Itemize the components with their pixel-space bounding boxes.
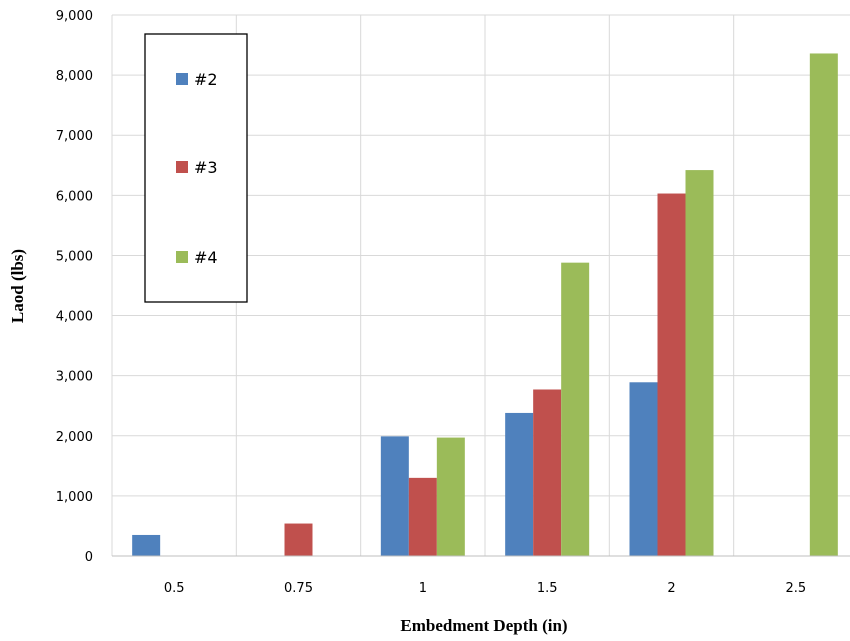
legend-box	[144, 33, 248, 303]
legend: #2 #3 #4	[144, 33, 248, 303]
y-tick-label: 8,000	[56, 69, 93, 84]
x-tick-label: 0.5	[164, 581, 185, 596]
bar	[284, 523, 313, 556]
bar	[629, 382, 658, 556]
bars	[132, 53, 838, 557]
legend-label: #3	[194, 158, 218, 177]
x-tick-label: 2.5	[785, 581, 806, 596]
legend-swatch	[176, 161, 188, 173]
y-tick-label: 3,000	[56, 370, 93, 385]
y-tick-label: 5,000	[56, 249, 93, 264]
y-tick-label: 0	[85, 550, 93, 565]
x-tick-label: 0.75	[284, 581, 313, 596]
x-tick-label: 1	[419, 581, 427, 596]
legend-label: #2	[194, 70, 218, 89]
bar	[380, 436, 409, 556]
y-tick-labels: 0 1,000 2,000 3,000 4,000 5,000 6,000 7,000 8,00…	[56, 9, 93, 565]
y-tick-label: 6,000	[56, 189, 93, 204]
x-axis-title: Embedment Depth (in)	[400, 616, 567, 635]
bar	[132, 534, 161, 556]
y-tick-label: 1,000	[56, 490, 93, 505]
bar	[436, 437, 465, 556]
legend-label: #4	[194, 248, 218, 267]
y-tick-label: 7,000	[56, 129, 93, 144]
x-tick-label: 1.5	[537, 581, 558, 596]
bar	[809, 53, 838, 557]
y-tick-label: 9,000	[56, 9, 93, 24]
bar	[657, 193, 686, 556]
y-axis-title: Laod (lbs)	[8, 249, 27, 323]
bar	[561, 262, 590, 556]
y-tick-label: 2,000	[56, 430, 93, 445]
legend-swatch	[176, 251, 188, 263]
bar	[533, 389, 562, 556]
legend-swatch	[176, 73, 188, 85]
y-tick-label: 4,000	[56, 310, 93, 325]
bar	[685, 170, 714, 556]
x-tick-label: 2	[667, 581, 675, 596]
x-tick-labels: 0.5 0.75 1 1.5 2 2.5	[164, 581, 806, 596]
bar	[505, 412, 534, 556]
bar	[408, 477, 437, 556]
